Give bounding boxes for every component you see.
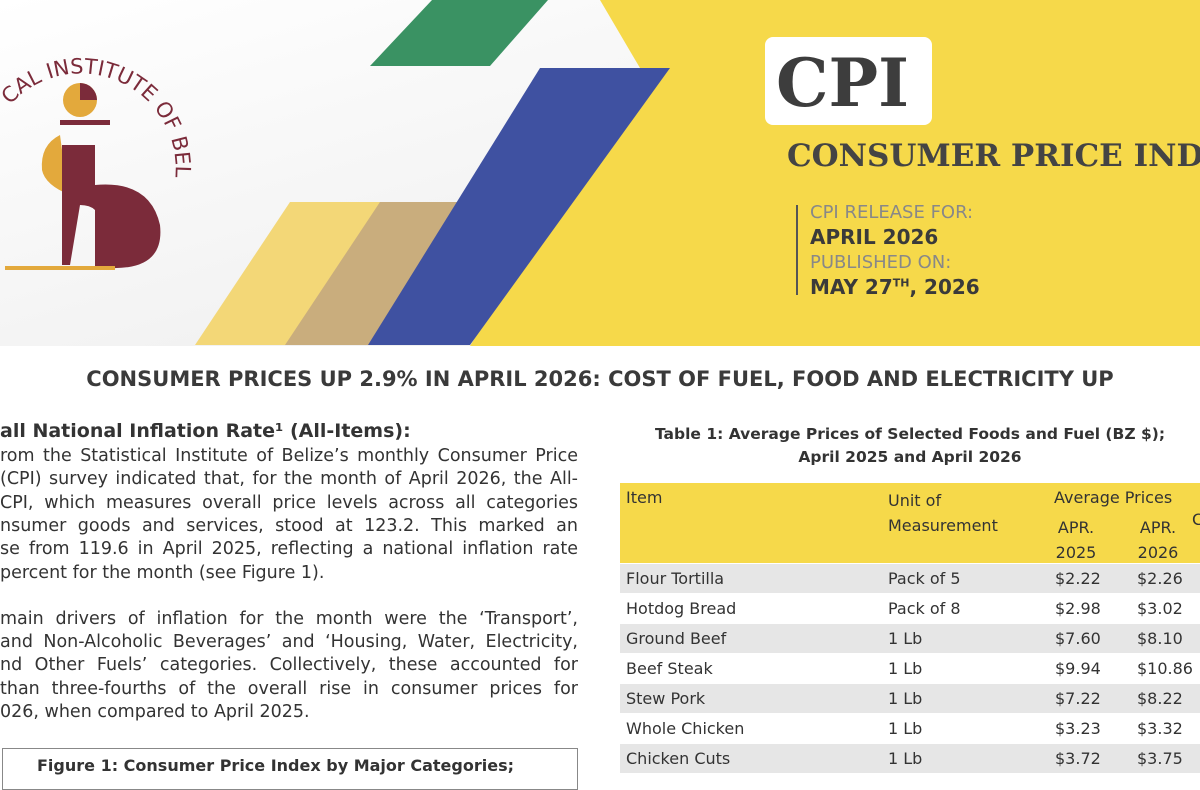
col-header: Unit of Measurement <box>888 491 998 535</box>
table-cell: $7.60 <box>1055 629 1101 648</box>
table-cell: Flour Tortilla <box>626 569 725 588</box>
table-cell: Hotdog Bread <box>626 599 737 618</box>
table-cell: 1 Lb <box>888 689 923 708</box>
figure-caption: Figure 1: Consumer Price Index by Major … <box>37 756 514 775</box>
table-cell: 1 Lb <box>888 629 923 648</box>
table-row <box>620 684 1200 714</box>
table-cell: $10.86 <box>1137 659 1193 678</box>
body-line: CPI, which measures overall price levels… <box>0 492 578 513</box>
table-row <box>620 564 1200 594</box>
table-cell: 1 Lb <box>888 749 923 768</box>
body-line: nsumer goods and services, stood at 123.… <box>0 515 578 536</box>
body-line: se from 119.6 in April 2025, reflecting … <box>0 539 578 560</box>
release-value: APRIL 2026 <box>810 225 939 249</box>
table-cell: $3.02 <box>1137 599 1183 618</box>
body-line: and Non-Alcoholic Beverages’ and ‘Housin… <box>0 632 578 653</box>
published-value: MAY 27TH, 2026 <box>810 275 980 299</box>
body-line: percent for the month (see Figure 1). <box>0 562 325 583</box>
col-header: C <box>1192 510 1200 529</box>
table-cell: 1 Lb <box>888 659 923 678</box>
body-line: than three-fourths of the overall rise i… <box>0 678 578 699</box>
release-label: CPI RELEASE FOR: <box>810 202 974 223</box>
col-header: Average Prices <box>1054 488 1173 507</box>
table-cell: $3.32 <box>1137 719 1183 738</box>
col-header: Item <box>626 488 663 507</box>
table-row <box>620 624 1200 654</box>
table-cell: $3.72 <box>1055 749 1101 768</box>
col-header: APR. 2025 <box>1055 518 1097 562</box>
table-cell: $3.23 <box>1055 719 1101 738</box>
table-row <box>620 744 1200 774</box>
table-title-line: April 2025 and April 2026 <box>798 448 1022 466</box>
table-cell: Pack of 8 <box>888 599 961 618</box>
table-cell: $8.22 <box>1137 689 1183 708</box>
table-cell: $2.22 <box>1055 569 1101 588</box>
table-cell: Stew Pork <box>626 689 706 708</box>
table-cell: $2.98 <box>1055 599 1101 618</box>
headline: CONSUMER PRICES UP 2.9% IN APRIL 2026: C… <box>86 367 1114 391</box>
body-line: 026, when compared to April 2025. <box>0 702 310 722</box>
body-line: (CPI) survey indicated that, for the mon… <box>0 469 578 490</box>
body-line: rom the Statistical Institute of Belize’… <box>0 446 578 466</box>
body-line: main drivers of inflation for the month … <box>0 608 578 629</box>
table-cell: Whole Chicken <box>626 719 745 738</box>
header-title: CONSUMER PRICE INDE <box>787 138 1200 174</box>
table-cell: $2.26 <box>1137 569 1183 588</box>
table-cell: $9.94 <box>1055 659 1101 678</box>
table-header <box>620 483 1200 563</box>
table-cell: $3.75 <box>1137 749 1183 768</box>
table-row <box>620 654 1200 684</box>
table-cell: 1 Lb <box>888 719 923 738</box>
table-cell: Pack of 5 <box>888 569 961 588</box>
published-date: MAY 27 <box>810 275 893 299</box>
section-heading: all National Inflation Rate¹ (All-Items)… <box>0 420 411 442</box>
table-cell: $7.22 <box>1055 689 1101 708</box>
table-cell: Chicken Cuts <box>626 749 731 768</box>
published-sup: TH <box>892 276 910 290</box>
table-title: Table 1: Average Prices of Selected Food… <box>620 423 1200 469</box>
table-row <box>620 714 1200 744</box>
table-cell: Beef Steak <box>626 659 713 678</box>
table-row <box>620 594 1200 624</box>
header-graphic: CAL INSTITUTE OF BELIZE <box>0 0 1200 346</box>
table-cell: $8.10 <box>1137 629 1183 648</box>
published-year: , 2026 <box>909 275 980 299</box>
body-line: nd Other Fuels’ categories. Collectively… <box>0 655 578 676</box>
table-title-line: Table 1: Average Prices of Selected Food… <box>654 425 1166 443</box>
table-cell: Ground Beef <box>626 629 727 648</box>
cpi-badge: CPI <box>776 44 910 122</box>
col-header: APR. 2026 <box>1137 518 1179 562</box>
published-label: PUBLISHED ON: <box>810 252 952 273</box>
